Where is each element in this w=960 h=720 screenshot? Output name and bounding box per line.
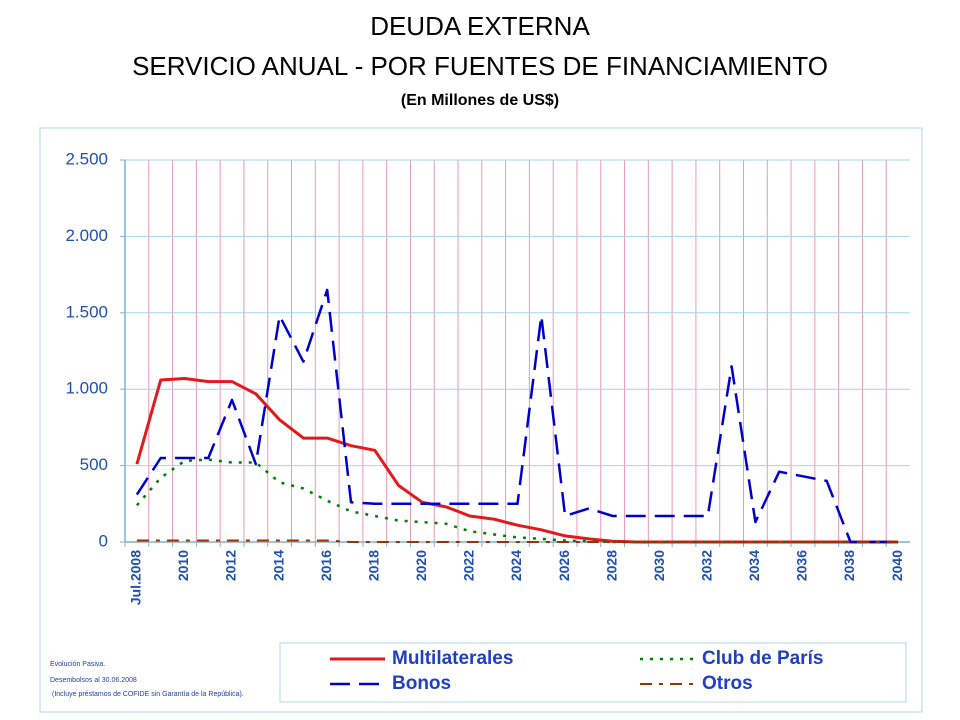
- y-tick-label: 0: [99, 531, 108, 550]
- x-tick-label: 2016: [318, 550, 334, 581]
- x-tick-label: 2014: [270, 550, 286, 581]
- footnote: Desembolsos al 30.06.2008: [50, 677, 137, 684]
- series-line: [136, 539, 899, 543]
- x-tick-label: 2032: [699, 550, 715, 581]
- y-tick-label: 2.000: [65, 226, 108, 245]
- x-tick-label: 2034: [746, 550, 762, 581]
- x-tick-label: 2030: [651, 550, 667, 581]
- chart-title: SERVICIO ANUAL - POR FUENTES DE FINANCIA…: [132, 51, 828, 81]
- x-tick-label: 2026: [556, 550, 572, 581]
- chart-subtitle: (En Millones de US$): [401, 92, 559, 109]
- chart-frame: [39, 127, 923, 713]
- x-tick-label: 2022: [461, 550, 477, 581]
- chart-title: DEUDA EXTERNA: [370, 11, 590, 41]
- legend-box: [279, 642, 907, 703]
- y-tick-label: 1.000: [65, 379, 108, 398]
- legend-label: Otros: [702, 673, 753, 694]
- x-tick-label: 2036: [794, 550, 810, 581]
- y-tick-label: 500: [80, 455, 108, 474]
- x-tick-label: 2038: [841, 550, 857, 581]
- x-tick-label: 2010: [175, 550, 191, 581]
- series-line: [135, 288, 899, 544]
- legend-label: Bonos: [392, 673, 451, 694]
- y-tick-label: 1.500: [65, 302, 108, 321]
- x-tick-label: 2024: [508, 550, 524, 581]
- x-tick-label: 2012: [223, 550, 239, 581]
- y-tick-label: 2.500: [65, 149, 108, 168]
- x-tick-label: 2018: [365, 550, 381, 581]
- footnote: Evolución Pasiva.: [50, 661, 105, 668]
- x-tick-label: 2040: [889, 550, 905, 581]
- legend-label: Multilaterales: [392, 648, 513, 669]
- x-tick-label: 2028: [603, 550, 619, 581]
- x-tick-label: 2020: [413, 550, 429, 581]
- x-tick-label: Jul.2008: [128, 550, 144, 605]
- legend-label: Club de París: [702, 648, 823, 669]
- footnote: (Incluye préstamos de COFIDE sin Garantí…: [52, 691, 244, 698]
